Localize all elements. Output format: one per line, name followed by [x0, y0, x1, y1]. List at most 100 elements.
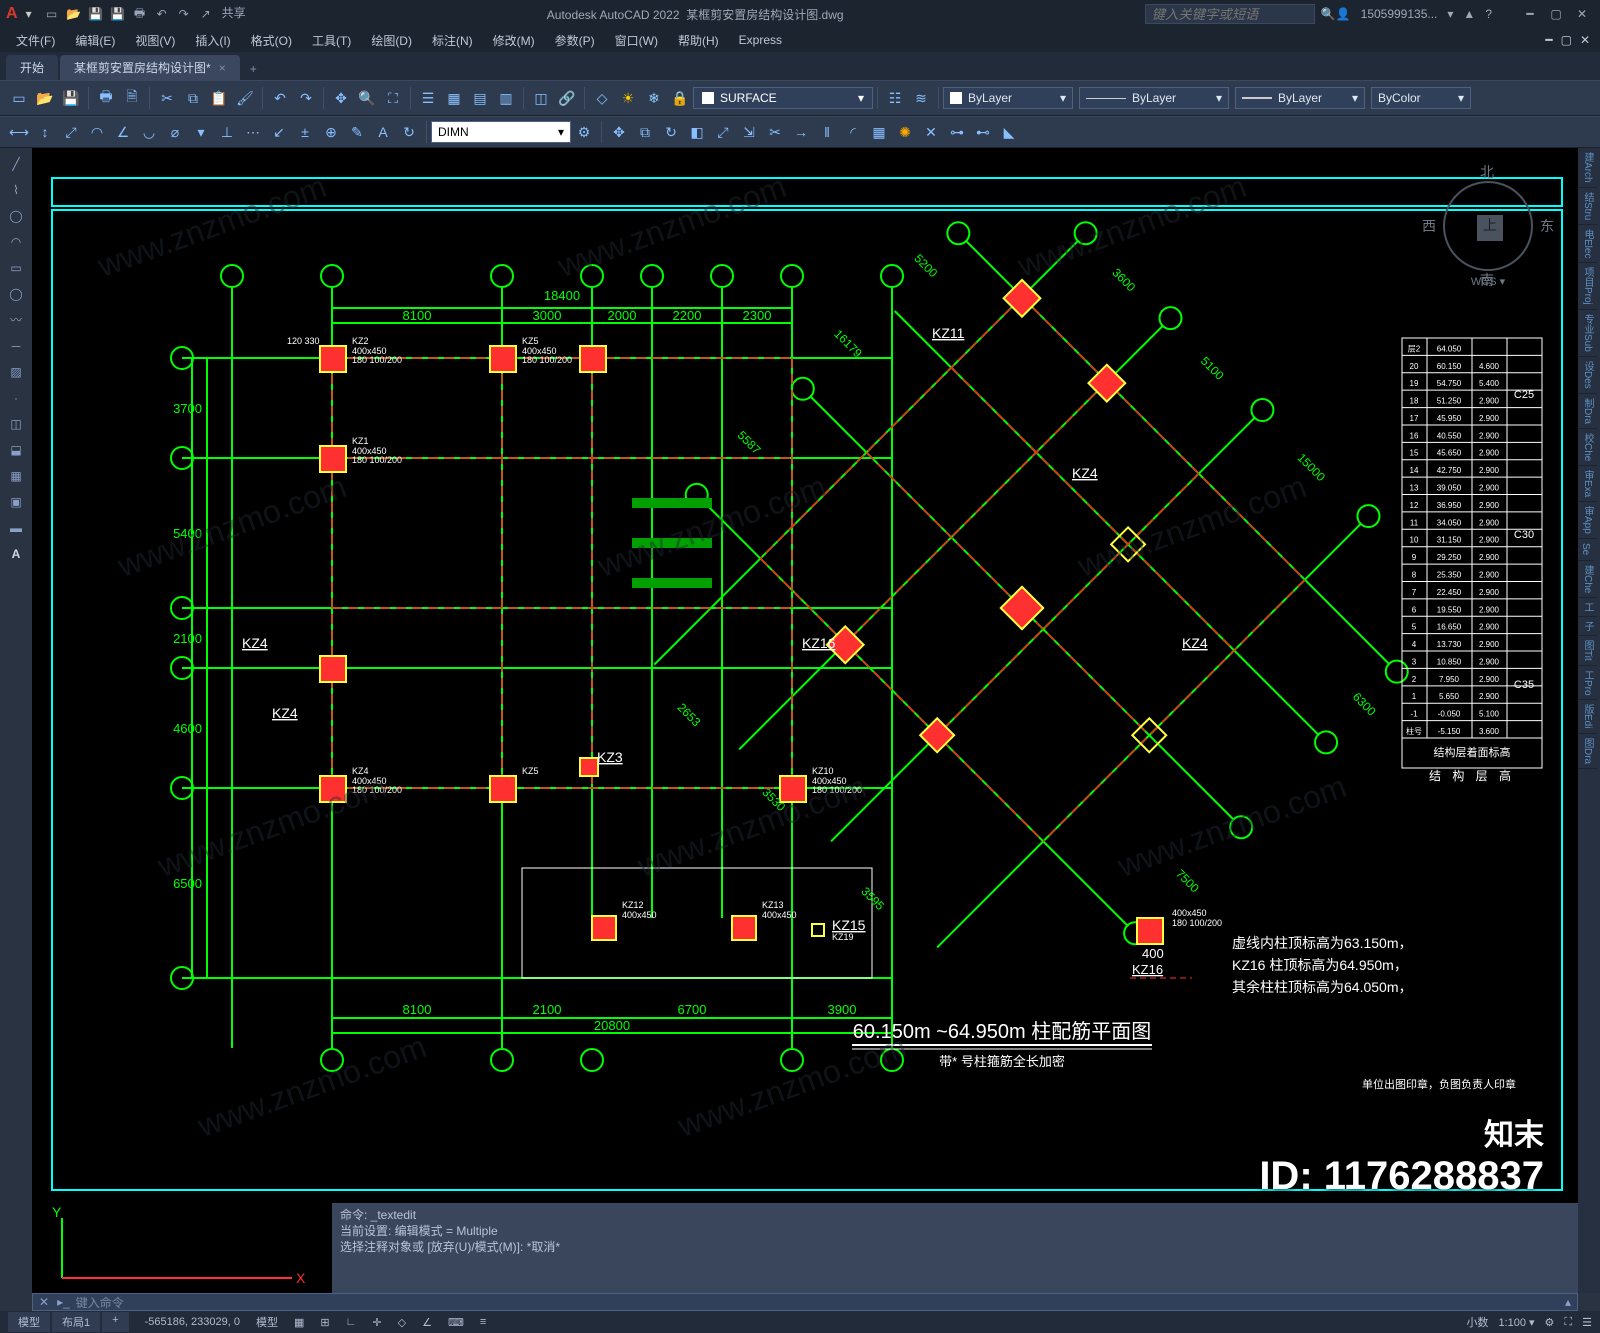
window-close-icon[interactable]: ✕ [1570, 4, 1594, 24]
linetype-dropdown[interactable]: ByLayer▾ [1079, 87, 1229, 109]
dim-al-icon[interactable]: ⤢ [59, 120, 83, 144]
layeriso-icon[interactable]: ◇ [590, 86, 614, 110]
qat-save-icon[interactable]: 💾 [86, 4, 106, 24]
menu-param[interactable]: 参数(P) [545, 32, 605, 49]
menu-tools[interactable]: 工具(T) [302, 32, 361, 49]
view-cube[interactable]: 北 西 东 南 上 WCS ▾ [1428, 166, 1548, 286]
command-input[interactable]: ✕ ▸_ 键入命令 ▴ [32, 1293, 1578, 1311]
cmd-close-icon[interactable]: ✕ [39, 1295, 49, 1309]
block2-icon[interactable]: ◫ [0, 412, 32, 436]
layer-dropdown[interactable]: SURFACE▾ [693, 87, 873, 109]
dimstyle-dropdown[interactable]: DIMN▾ [431, 121, 571, 143]
mod-trim-icon[interactable]: ✂ [763, 120, 787, 144]
viewcube-top[interactable]: 上 [1477, 215, 1503, 241]
menu-format[interactable]: 格式(O) [241, 32, 302, 49]
help-search-input[interactable] [1145, 4, 1315, 24]
qat-redo-icon[interactable]: ↷ [174, 4, 194, 24]
panel-eng[interactable]: 工 [1578, 598, 1597, 617]
panel-che2[interactable]: 建Che [1578, 561, 1597, 598]
qat-share-icon[interactable]: ↗ [196, 4, 216, 24]
matchprop-icon[interactable]: 🖌 [233, 86, 257, 110]
snap-icon[interactable]: ⊞ [320, 1316, 329, 1329]
dim-arc-icon[interactable]: ◠ [85, 120, 109, 144]
panel-edi[interactable]: 版Edi [1578, 700, 1597, 733]
tab-new[interactable]: + [242, 58, 265, 80]
plotcolor-dropdown[interactable]: ByColor▾ [1371, 87, 1471, 109]
command-history[interactable]: 命令: _textedit 当前设置: 编辑模式 = Multiple 选择注释… [332, 1203, 1578, 1293]
panel-app[interactable]: 审App [1578, 502, 1597, 539]
menu-file[interactable]: 文件(F) [6, 32, 65, 49]
dim-tedit-icon[interactable]: A [371, 120, 395, 144]
save-icon[interactable]: 💾 [59, 86, 83, 110]
status-model[interactable]: 模型 [256, 1314, 278, 1330]
dim-cen-icon[interactable]: ⊕ [319, 120, 343, 144]
dim-cont-icon[interactable]: ⋯ [241, 120, 265, 144]
rect-icon[interactable]: ▭ [0, 256, 32, 280]
mod-break-icon[interactable]: ⊷ [971, 120, 995, 144]
open-icon[interactable]: 📂 [33, 86, 57, 110]
mod-move-icon[interactable]: ✥ [607, 120, 631, 144]
cloud-icon[interactable]: ▲ [1463, 7, 1475, 21]
dim-dia-icon[interactable]: ⌀ [163, 120, 187, 144]
copy-icon[interactable]: ⧉ [181, 86, 205, 110]
mod-chamfer-icon[interactable]: ◣ [997, 120, 1021, 144]
panel-dra2[interactable]: 图Dra [1578, 734, 1597, 769]
menu-modify[interactable]: 修改(M) [483, 32, 545, 49]
menu-dim[interactable]: 标注(N) [422, 32, 483, 49]
region-icon[interactable]: ▣ [0, 490, 32, 514]
mod-array-icon[interactable]: ▦ [867, 120, 891, 144]
menu-view[interactable]: 视图(V) [125, 32, 185, 49]
color-dropdown[interactable]: ByLayer▾ [943, 87, 1073, 109]
window-maximize-icon[interactable]: ▢ [1544, 4, 1568, 24]
ellipse-icon[interactable]: ◯ [0, 282, 32, 306]
zoomext-icon[interactable]: ⛶ [381, 86, 405, 110]
mod-explode-icon[interactable]: ✺ [893, 120, 917, 144]
window-minimize-icon[interactable]: ━ [1518, 4, 1542, 24]
customize-icon[interactable]: ☰ [1582, 1316, 1592, 1329]
panel-tit[interactable]: 图Tit [1578, 636, 1597, 666]
dim-base-icon[interactable]: ⊥ [215, 120, 239, 144]
mod-mirror-icon[interactable]: ◧ [685, 120, 709, 144]
laymgr-icon[interactable]: ☷ [883, 86, 907, 110]
dim-v-icon[interactable]: ↕ [33, 120, 57, 144]
search-icon[interactable]: 🔍 [1321, 7, 1336, 21]
circle-icon[interactable]: ◯ [0, 204, 32, 228]
user-caret-icon[interactable]: ▾ [1447, 7, 1453, 21]
mod-rotate-icon[interactable]: ↻ [659, 120, 683, 144]
mod-stretch-icon[interactable]: ⇲ [737, 120, 761, 144]
preview-icon[interactable]: 🗎 [120, 86, 144, 110]
qat-plot-icon[interactable]: 🖶 [130, 4, 150, 24]
panel-arch[interactable]: 建Arch [1578, 148, 1597, 188]
scale-dropdown[interactable]: 1:100 ▾ [1498, 1316, 1534, 1329]
tab-drawing[interactable]: 某框剪安置房结构设计图*× [60, 55, 240, 80]
panel-elec[interactable]: 电Elec [1578, 225, 1597, 263]
units-label[interactable]: 小数 [1466, 1314, 1488, 1330]
menu-express[interactable]: Express [729, 33, 792, 47]
share-label[interactable]: 共享 [222, 4, 246, 24]
dimstyle-mgr-icon[interactable]: ⚙ [572, 120, 596, 144]
table-icon[interactable]: ▦ [0, 464, 32, 488]
doc-close-icon[interactable]: ✕ [1580, 33, 1590, 47]
menu-help[interactable]: 帮助(H) [668, 32, 729, 49]
panel-exa[interactable]: 审Exa [1578, 466, 1597, 502]
point-icon[interactable]: · [0, 386, 32, 410]
insert-icon[interactable]: ⬓ [0, 438, 32, 462]
new-icon[interactable]: ▭ [7, 86, 31, 110]
dcenter-icon[interactable]: ▦ [442, 86, 466, 110]
panel-pro2[interactable]: 工Pro [1578, 666, 1597, 701]
fullscreen-icon[interactable]: ⛶ [1564, 1316, 1572, 1329]
ortho-icon[interactable]: ∟ [346, 1316, 357, 1328]
app-menu-caret-icon[interactable]: ▾ [26, 7, 32, 21]
mod-join-icon[interactable]: ⊶ [945, 120, 969, 144]
wipeout-icon[interactable]: ▬ [0, 516, 32, 540]
tab-start[interactable]: 开始 [6, 55, 58, 80]
layerthaw-icon[interactable]: ☀ [616, 86, 640, 110]
menu-insert[interactable]: 插入(I) [185, 32, 240, 49]
panel-stru[interactable]: 结Stru [1578, 188, 1597, 225]
panel-proj[interactable]: 项目Proj [1578, 263, 1597, 310]
mod-scale-icon[interactable]: ⤢ [711, 120, 735, 144]
mod-erase-icon[interactable]: ✕ [919, 120, 943, 144]
hatch-icon[interactable]: ▨ [0, 360, 32, 384]
line-icon[interactable]: ╱ [0, 152, 32, 176]
help-icon[interactable]: ? [1485, 7, 1492, 21]
